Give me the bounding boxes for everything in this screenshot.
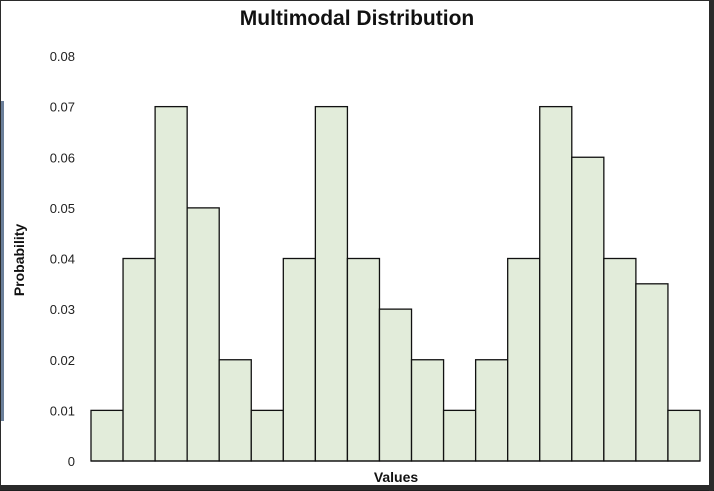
histogram-bar (90, 409, 124, 462)
histogram-bar (667, 409, 701, 462)
histogram-bar (250, 409, 284, 462)
histogram-bar (154, 105, 188, 462)
histogram-bar (314, 105, 349, 462)
y-tick-label: 0 (68, 454, 75, 469)
window-edge-left (1, 101, 4, 421)
histogram-bar (474, 359, 509, 462)
y-axis-ticks: 0 0.01 0.02 0.03 0.04 0.05 0.06 0.07 0.08 (50, 49, 75, 469)
histogram-bar (378, 308, 413, 462)
x-axis-label: Values (374, 469, 419, 485)
histogram-bar (282, 257, 317, 462)
histogram-bar (218, 359, 252, 462)
y-axis-label: Probability (11, 224, 27, 297)
y-tick-label: 0.08 (50, 49, 75, 64)
histogram-bar (122, 257, 156, 462)
histogram-bar (635, 283, 669, 462)
y-tick-label: 0.04 (50, 252, 75, 267)
y-tick-label: 0.07 (50, 100, 75, 115)
y-tick-label: 0.03 (50, 302, 75, 317)
bars-group (90, 105, 701, 462)
histogram-bar (410, 359, 445, 462)
histogram-bar (346, 257, 381, 462)
histogram-bar (507, 257, 541, 462)
window-edge-bottom (1, 485, 714, 489)
histogram-bar (186, 207, 220, 462)
histogram-bar (571, 156, 605, 462)
y-tick-label: 0.02 (50, 353, 75, 368)
histogram-bar (603, 257, 637, 462)
y-tick-label: 0.05 (50, 201, 75, 216)
y-tick-label: 0.06 (50, 150, 75, 165)
histogram-bar (539, 105, 573, 462)
y-tick-label: 0.01 (50, 403, 75, 418)
window-edge-right (709, 1, 713, 491)
histogram-bar (442, 409, 477, 462)
chart-title: Multimodal Distribution (240, 7, 474, 30)
